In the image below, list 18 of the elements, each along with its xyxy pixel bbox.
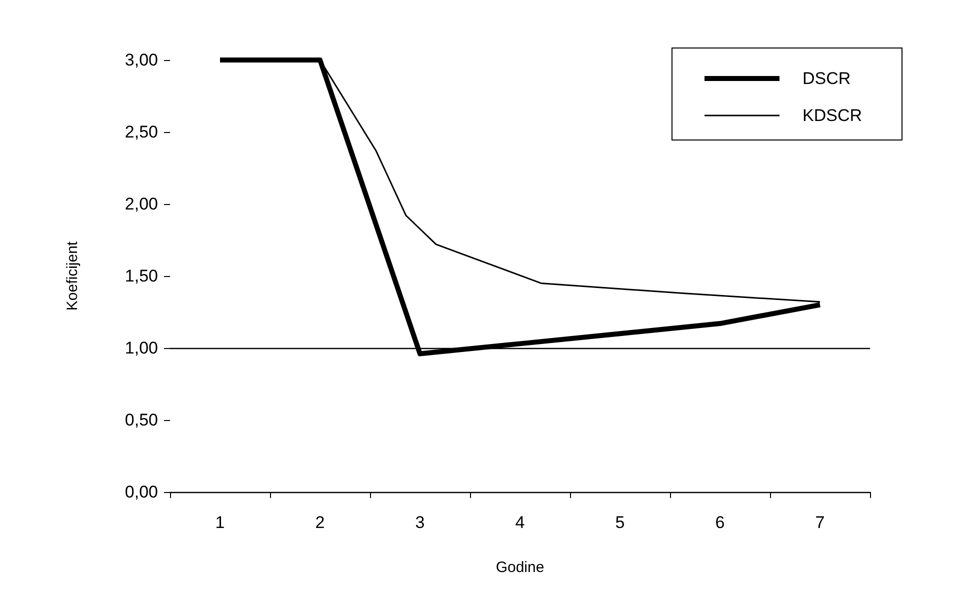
y-tick-label: 3,00 [124,50,158,70]
y-tick-label: 2,50 [124,122,158,142]
y-tick-label: 0,00 [124,482,158,502]
x-axis-title: Godine [496,559,544,576]
x-tick-label: 1 [215,513,225,532]
x-tick-label: 2 [315,513,325,532]
x-tick-label: 3 [415,513,425,532]
x-tick-label: 5 [615,513,625,532]
x-tick-label: 4 [515,513,525,532]
x-tick-label: 7 [815,513,825,532]
x-tick-label: 6 [715,513,725,532]
y-tick-label: 1,50 [124,266,158,286]
legend-label: DSCR [802,69,851,88]
y-tick-label: 0,50 [124,410,158,430]
y-tick-label: 2,00 [124,194,158,214]
legend-label: KDSCR [802,106,862,125]
y-axis-title: Koeficijent [64,240,81,311]
y-tick-label: 1,00 [124,338,158,358]
